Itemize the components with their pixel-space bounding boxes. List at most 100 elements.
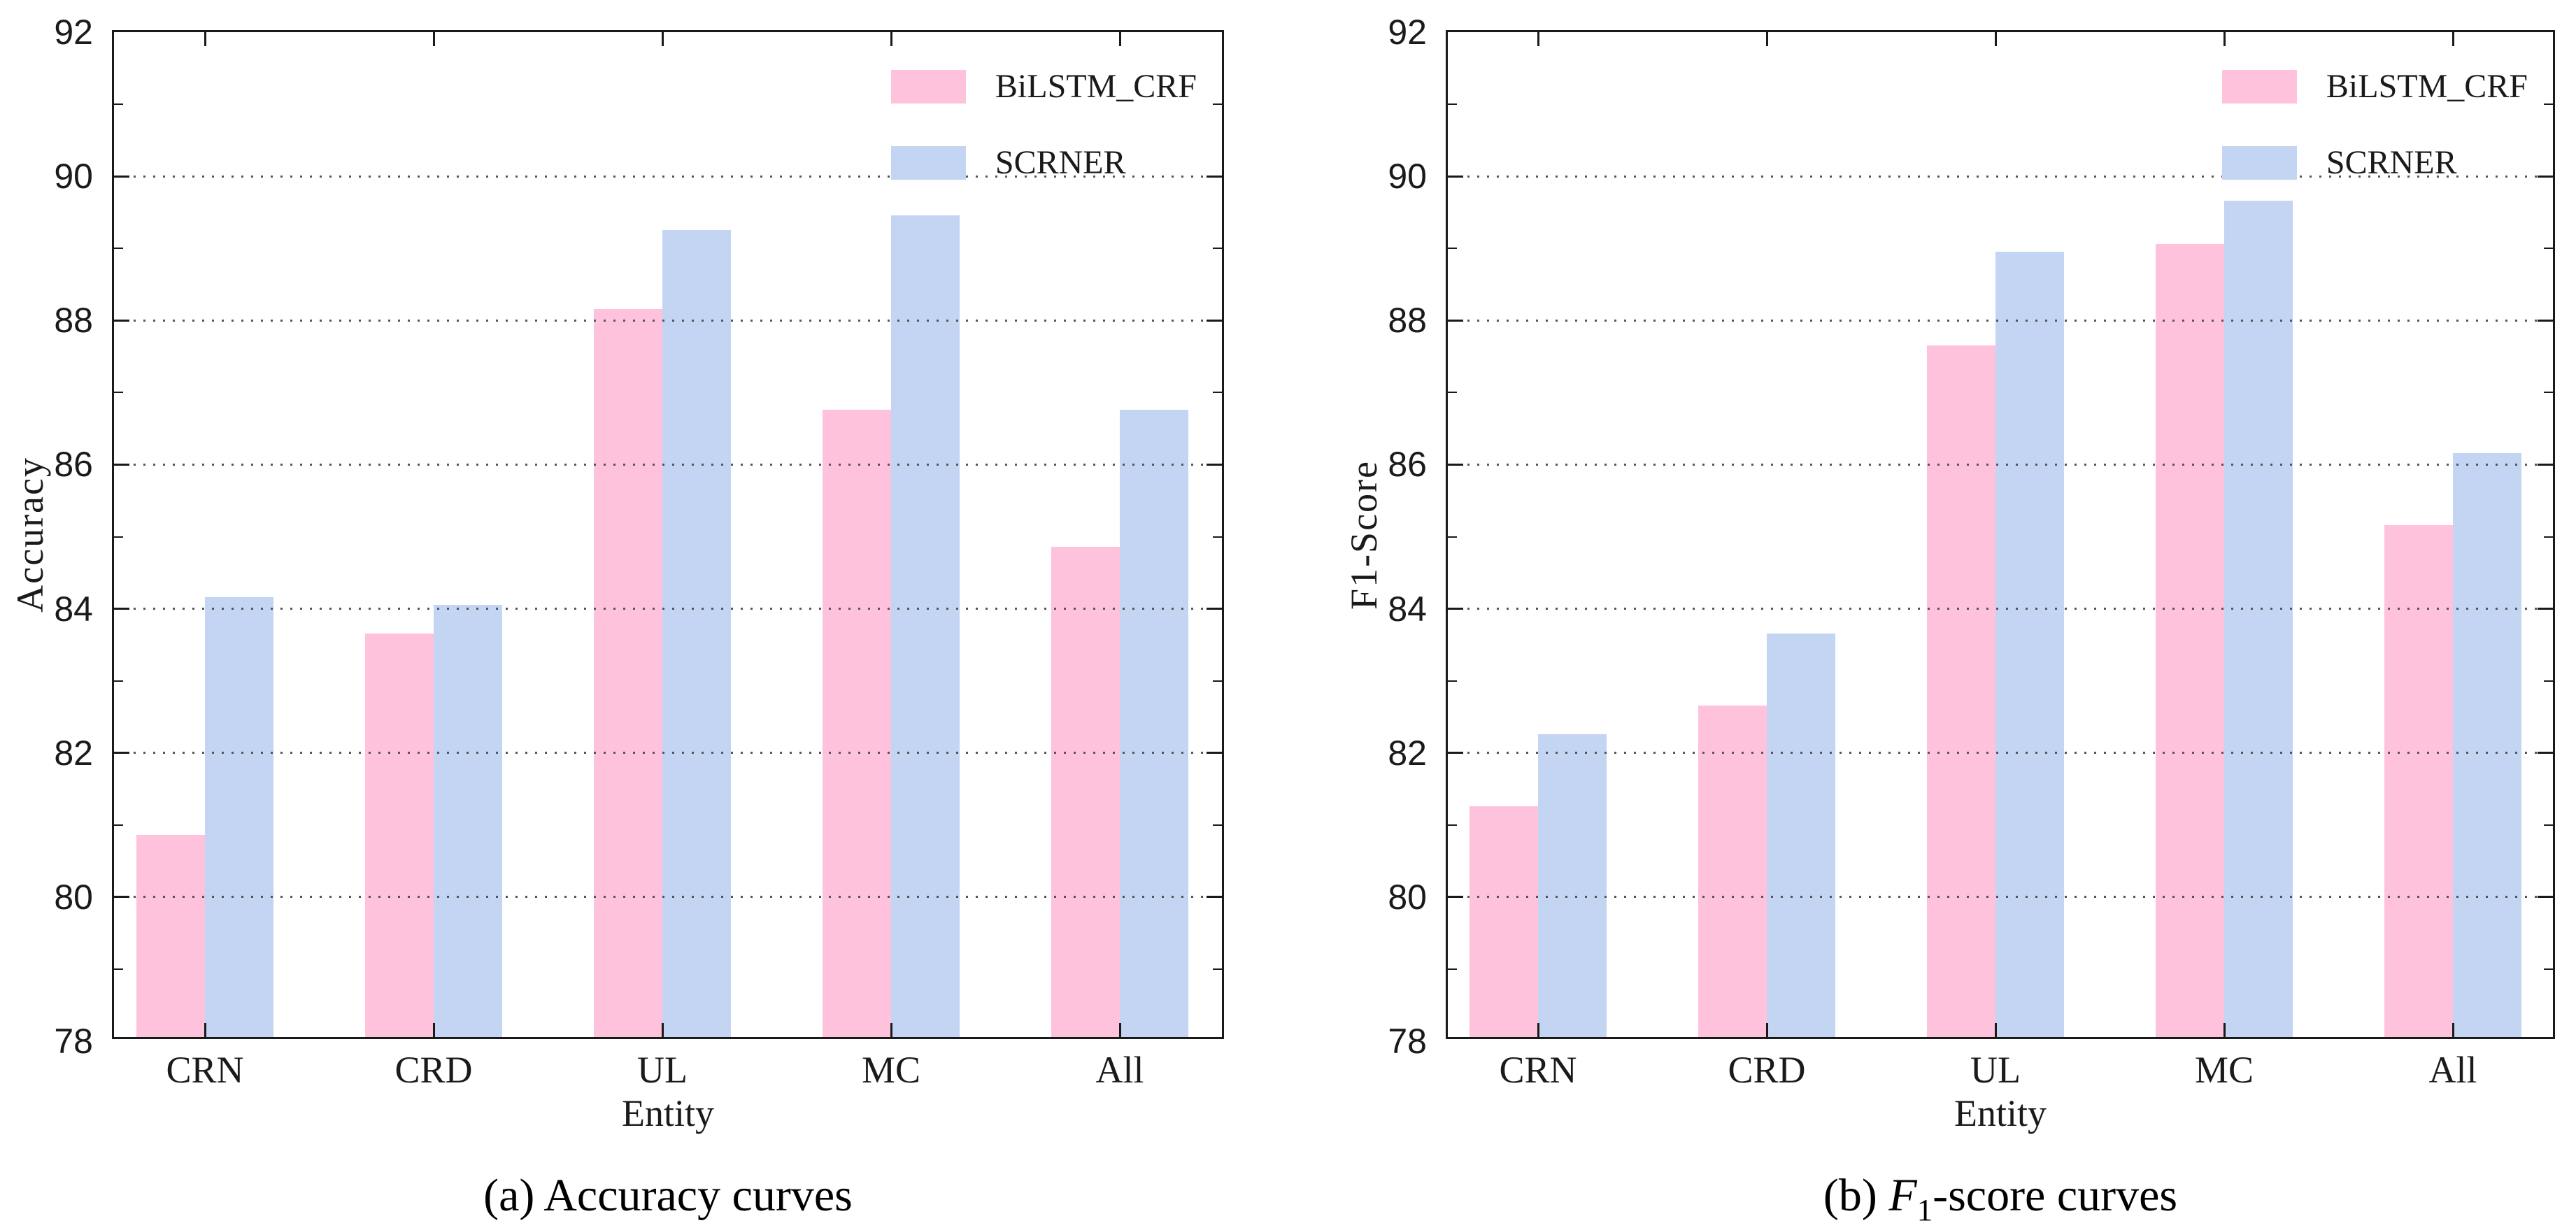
bar-BiLSTM_CRF-CRN	[1470, 806, 1538, 1037]
gridline-y-80	[1448, 896, 2553, 899]
legend-swatch-scrner	[2221, 145, 2297, 180]
ytick-minor-left-91	[114, 103, 123, 106]
ytick-minor-left-79	[114, 968, 123, 970]
xtick-top-CRN	[1537, 32, 1539, 46]
ytick-right-84	[2538, 608, 2553, 610]
bar-SCRNER-CRD	[1767, 633, 1835, 1037]
gridline-y-82	[1448, 752, 2553, 755]
gridline-y-88	[1448, 319, 2553, 322]
bar-SCRNER-UL	[662, 229, 731, 1037]
y-tick-label-80: 80	[1388, 877, 1427, 917]
ytick-minor-left-81	[1448, 824, 1457, 826]
legend-item-scrner: SCRNER	[2221, 143, 2528, 182]
y-tick-label-92: 92	[1388, 13, 1427, 52]
y-tick-label-84: 84	[54, 589, 93, 629]
bar-BiLSTM_CRF-MC	[823, 410, 891, 1037]
ytick-right-84	[1207, 608, 1222, 610]
gridline-y-88	[114, 319, 1222, 322]
bar-BiLSTM_CRF-All	[2384, 525, 2453, 1037]
caption-a: (a) Accuracy curves	[112, 1166, 1224, 1225]
ytick-right-88	[2538, 319, 2553, 322]
xtick-top-UL	[1994, 32, 1997, 46]
ytick-left-82	[1448, 752, 1463, 755]
y-tick-label-84: 84	[1388, 589, 1427, 629]
legend-label-bilstm-crf: BiLSTM_CRF	[995, 68, 1197, 105]
xtick-top-CRD	[432, 32, 435, 46]
y-tick-label-80: 80	[54, 877, 93, 917]
y-tick-label-82: 82	[1388, 733, 1427, 773]
ytick-right-90	[2538, 175, 2553, 178]
legend-label-bilstm-crf: BiLSTM_CRF	[2326, 68, 2528, 105]
x-tick-label-MC: MC	[861, 1049, 921, 1091]
legend-swatch-bilstm-crf	[2221, 69, 2297, 103]
x-axis-label-entity: Entity	[1954, 1092, 2047, 1134]
ytick-right-80	[2538, 896, 2553, 899]
bar-BiLSTM_CRF-CRD	[365, 633, 434, 1037]
x-tick-label-All: All	[2428, 1049, 2477, 1091]
xtick-bottom-All	[2452, 1023, 2454, 1037]
x-tick-label-UL: UL	[1970, 1049, 2021, 1091]
x-tick-label-CRN: CRN	[1499, 1049, 1577, 1091]
x-tick-label-CRD: CRD	[1728, 1049, 1806, 1091]
ytick-minor-right-87	[1213, 392, 1222, 394]
bar-SCRNER-MC	[2224, 201, 2293, 1037]
bar-SCRNER-UL	[1995, 251, 2064, 1037]
gridline-y-86	[114, 463, 1222, 466]
bar-SCRNER-All	[1120, 410, 1188, 1037]
ytick-minor-left-85	[114, 536, 123, 538]
ytick-minor-right-83	[2544, 680, 2553, 682]
y-tick-label-88: 88	[54, 301, 93, 341]
ytick-minor-right-79	[2544, 968, 2553, 970]
y-tick-label-78: 78	[1388, 1022, 1427, 1061]
bar-BiLSTM_CRF-UL	[1927, 345, 1995, 1037]
bar-BiLSTM_CRF-MC	[2156, 244, 2224, 1037]
ytick-minor-right-89	[1213, 248, 1222, 250]
ytick-minor-right-83	[1213, 680, 1222, 682]
y-tick-label-82: 82	[54, 733, 93, 773]
y-tick-label-92: 92	[54, 13, 93, 52]
caption-b-subscript: 1	[1916, 1192, 1933, 1228]
ytick-right-82	[1207, 752, 1222, 755]
ytick-minor-left-85	[1448, 536, 1457, 538]
ytick-minor-left-89	[1448, 248, 1457, 250]
xtick-bottom-All	[1118, 1023, 1121, 1037]
caption-b: (b) F1-score curves	[1446, 1166, 2555, 1228]
y-tick-label-78: 78	[54, 1022, 93, 1061]
bar-SCRNER-MC	[891, 215, 960, 1037]
ytick-left-82	[114, 752, 129, 755]
gridline-y-90	[114, 175, 1222, 178]
ytick-right-80	[1207, 896, 1222, 899]
caption-a-text: (a) Accuracy curves	[483, 1170, 853, 1221]
xtick-top-MC	[2223, 32, 2226, 46]
caption-b-variable: F	[1888, 1170, 1917, 1221]
ytick-minor-right-85	[1213, 536, 1222, 538]
ytick-left-86	[114, 463, 129, 466]
ytick-right-86	[1207, 463, 1222, 466]
legend: BiLSTM_CRF SCRNER	[2221, 67, 2528, 182]
x-tick-label-CRN: CRN	[166, 1049, 244, 1091]
x-tick-label-UL: UL	[637, 1049, 688, 1091]
bar-SCRNER-CRN	[205, 597, 273, 1037]
ytick-right-82	[2538, 752, 2553, 755]
gridline-y-82	[114, 752, 1222, 755]
bar-SCRNER-CRD	[434, 604, 502, 1037]
plot-area-accuracy: BiLSTM_CRF SCRNER 78 80 82 84 86 88 90 92 CRN CRD…	[54, 13, 1224, 1091]
xtick-top-CRD	[1765, 32, 1768, 46]
xtick-bottom-MC	[890, 1023, 892, 1037]
ytick-left-90	[114, 175, 129, 178]
ytick-minor-left-83	[1448, 680, 1457, 682]
ytick-minor-left-81	[114, 824, 123, 826]
ytick-minor-left-87	[1448, 392, 1457, 394]
ytick-left-86	[1448, 463, 1463, 466]
legend-item-scrner: SCRNER	[890, 143, 1197, 182]
legend-swatch-bilstm-crf	[890, 69, 966, 103]
bar-SCRNER-CRN	[1538, 734, 1607, 1037]
ytick-left-90	[1448, 175, 1463, 178]
gridline-y-84	[114, 608, 1222, 610]
x-tick-label-MC: MC	[2194, 1049, 2254, 1091]
ytick-left-88	[1448, 319, 1463, 322]
ytick-left-80	[114, 896, 129, 899]
ytick-minor-right-81	[1213, 824, 1222, 826]
ytick-left-88	[114, 319, 129, 322]
